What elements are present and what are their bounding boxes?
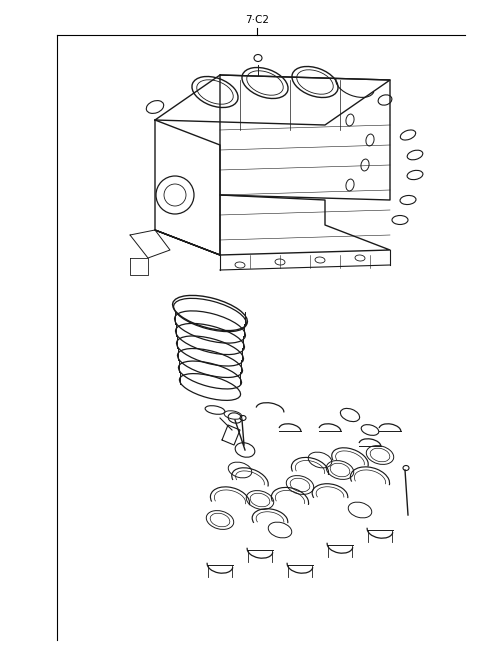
- Text: 7·C2: 7·C2: [245, 15, 269, 25]
